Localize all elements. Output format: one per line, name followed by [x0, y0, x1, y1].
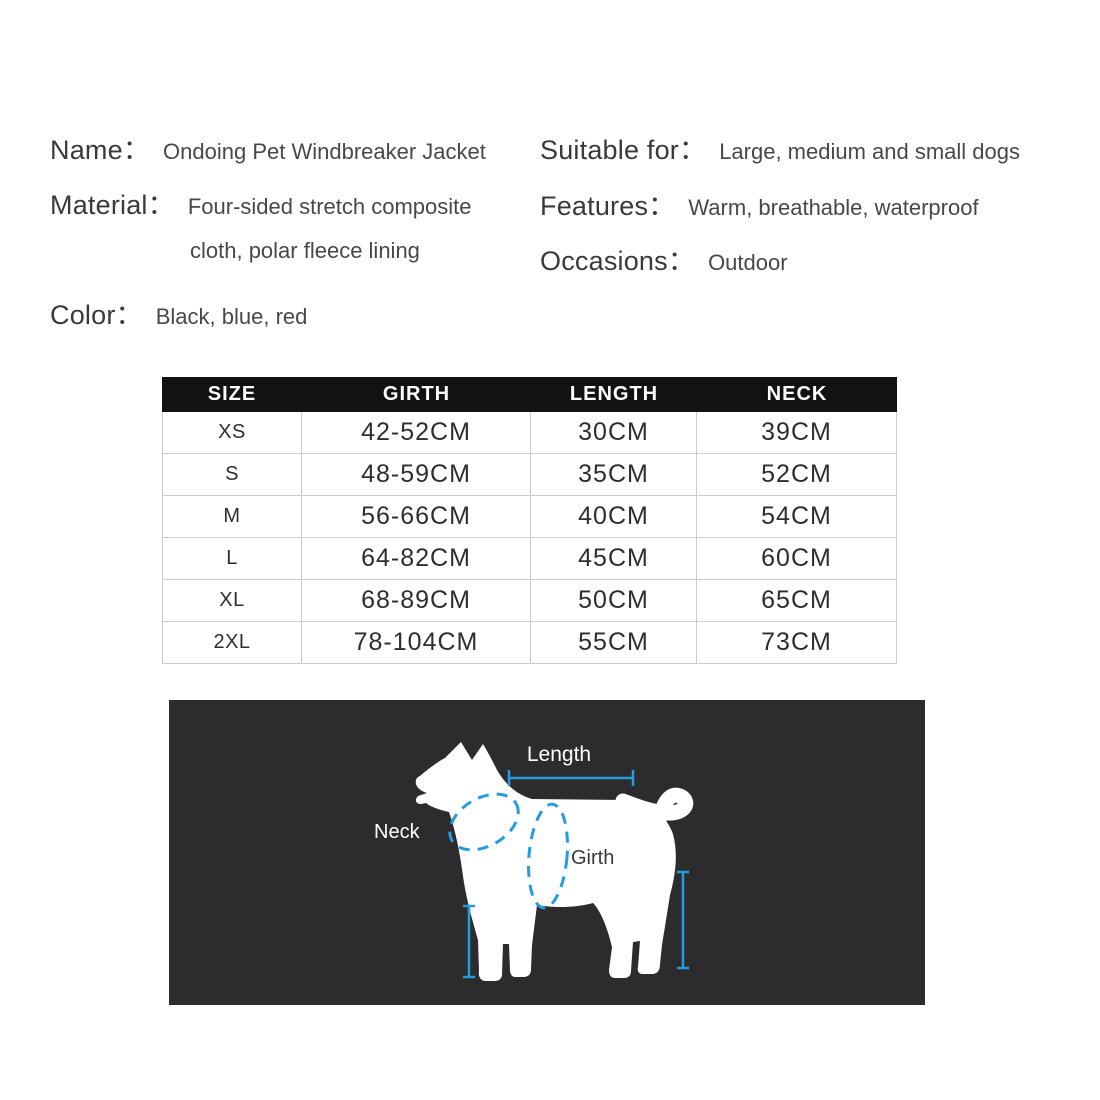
header-length: LENGTH: [569, 383, 659, 405]
girth-label: Girth: [571, 847, 615, 869]
cell-length: 30CM: [531, 412, 697, 453]
cell-length: 45CM: [531, 538, 697, 579]
features-label: Features：: [540, 191, 676, 221]
cell-size: 2XL: [163, 622, 302, 663]
size-chart-table: SIZE GIRTH LENGTH NECK XS 42-52CM 30CM 3…: [162, 377, 897, 664]
cell-neck: 60CM: [761, 544, 832, 572]
table-row: S 48-59CM 35CM 52CM: [163, 454, 896, 496]
cell-girth: 48-59CM: [302, 454, 531, 495]
cell-size: XL: [163, 580, 302, 621]
girth-measure-ellipse: [527, 802, 569, 910]
dog-silhouette-icon: [415, 742, 694, 981]
table-row: XS 42-52CM 30CM 39CM: [163, 412, 896, 454]
cell-neck: 73CM: [761, 628, 832, 656]
material-value-line1: Four-sided stretch composite: [187, 194, 472, 219]
header-girth: GIRTH: [382, 383, 451, 405]
info-line-suitable: Suitable for： Large, medium and small do…: [540, 128, 1020, 167]
cell-neck: 54CM: [761, 502, 832, 530]
color-label: Color：: [50, 300, 143, 330]
size-table-header-row: SIZE GIRTH LENGTH NECK: [162, 377, 897, 412]
cell-girth: 68-89CM: [302, 580, 531, 621]
table-row: 2XL 78-104CM 55CM 73CM: [163, 622, 896, 663]
cell-girth: 42-52CM: [302, 412, 531, 453]
suitable-label: Suitable for：: [540, 135, 707, 165]
cell-neck: 65CM: [761, 586, 832, 614]
front-height-measure-line: [463, 904, 475, 979]
length-label: Length: [526, 743, 592, 766]
cell-length: 50CM: [531, 580, 697, 621]
suitable-value: Large, medium and small dogs: [719, 139, 1021, 164]
info-line-occasions: Occasions： Outdoor: [540, 239, 788, 278]
cell-girth: 64-82CM: [302, 538, 531, 579]
material-label: Material：: [50, 190, 175, 220]
cell-size: M: [163, 496, 302, 537]
info-line-features: Features： Warm, breathable, waterproof: [540, 184, 979, 223]
occasions-value: Outdoor: [708, 250, 788, 275]
table-row: L 64-82CM 45CM 60CM: [163, 538, 896, 580]
cell-size: S: [163, 454, 302, 495]
cell-size: XS: [163, 412, 302, 453]
neck-measure-ellipse: [448, 792, 520, 852]
color-value: Black, blue, red: [155, 304, 308, 329]
table-row: M 56-66CM 40CM 54CM: [163, 496, 896, 538]
cell-neck: 39CM: [761, 418, 832, 446]
cell-girth: 56-66CM: [302, 496, 531, 537]
header-size: SIZE: [207, 383, 257, 405]
cell-length: 35CM: [531, 454, 697, 495]
neck-label: Neck: [374, 821, 420, 843]
table-row: XL 68-89CM 50CM 65CM: [163, 580, 896, 622]
material-value-line2: cloth, polar fleece lining: [190, 238, 420, 263]
header-neck: NECK: [766, 383, 828, 405]
cell-length: 40CM: [531, 496, 697, 537]
cell-size: L: [163, 538, 302, 579]
name-value: Ondoing Pet Windbreaker Jacket: [163, 139, 486, 164]
cell-neck: 52CM: [761, 460, 832, 488]
measurement-diagram: Length Neck Girth: [169, 700, 925, 1005]
cell-length: 55CM: [531, 622, 697, 663]
back-height-measure-line: [677, 870, 689, 970]
info-line-material: Material： Four-sided stretch composite: [50, 183, 472, 222]
cell-girth: 78-104CM: [302, 622, 531, 663]
info-line-name: Name： Ondoing Pet Windbreaker Jacket: [50, 128, 486, 167]
features-value: Warm, breathable, waterproof: [688, 195, 979, 220]
info-line-color: Color： Black, blue, red: [50, 293, 307, 332]
size-table-body: XS 42-52CM 30CM 39CM S 48-59CM 35CM 52CM…: [162, 412, 897, 664]
dog-measurement-illustration: [415, 742, 694, 981]
occasions-label: Occasions：: [540, 246, 696, 276]
length-measure-line: [507, 770, 635, 786]
name-label: Name：: [50, 135, 151, 165]
